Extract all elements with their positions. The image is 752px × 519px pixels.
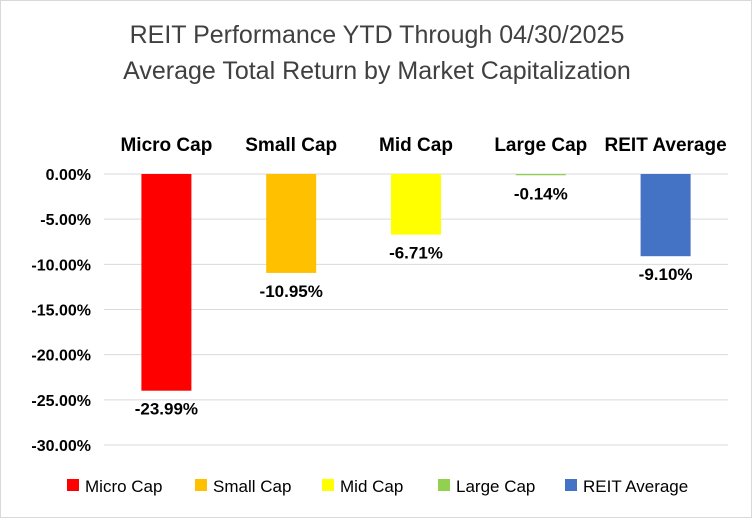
y-tick-label: -5.00% xyxy=(40,212,91,229)
chart-subtitle: Average Total Return by Market Capitaliz… xyxy=(123,57,631,85)
bar xyxy=(515,174,566,176)
legend-entry: Small Cap xyxy=(213,477,291,496)
category-label: Mid Cap xyxy=(379,135,453,156)
category-label: Large Cap xyxy=(494,135,587,156)
category-label: Small Cap xyxy=(245,135,337,156)
y-tick-label: -25.00% xyxy=(31,393,91,410)
data-label: -6.71% xyxy=(389,244,443,263)
legend-swatch xyxy=(322,479,334,491)
legend-entry: REIT Average xyxy=(583,477,688,496)
category-label: REIT Average xyxy=(605,135,727,156)
bar xyxy=(141,174,192,391)
data-label: -10.95% xyxy=(260,282,323,301)
legend-swatch xyxy=(195,479,207,491)
legend-entry: Large Cap xyxy=(456,477,535,496)
data-label: -9.10% xyxy=(639,265,693,284)
data-label: -23.99% xyxy=(135,400,198,419)
legend-swatch xyxy=(67,479,79,491)
legend-swatch xyxy=(438,479,450,491)
bar xyxy=(640,174,691,257)
y-tick-label: -15.00% xyxy=(31,303,91,320)
y-tick-label: -30.00% xyxy=(31,438,91,455)
legend-entry: Mid Cap xyxy=(340,477,403,496)
bar xyxy=(266,174,317,273)
legend-swatch xyxy=(565,479,577,491)
y-tick-label: -10.00% xyxy=(31,257,91,274)
bar xyxy=(391,174,441,235)
y-tick-label: -20.00% xyxy=(31,348,91,365)
y-tick-label: 0.00% xyxy=(46,167,91,184)
data-label: -0.14% xyxy=(514,184,568,203)
chart-title: REIT Performance YTD Through 04/30/2025 xyxy=(129,21,625,49)
category-label: Micro Cap xyxy=(120,135,212,156)
legend-entry: Micro Cap xyxy=(85,477,162,496)
